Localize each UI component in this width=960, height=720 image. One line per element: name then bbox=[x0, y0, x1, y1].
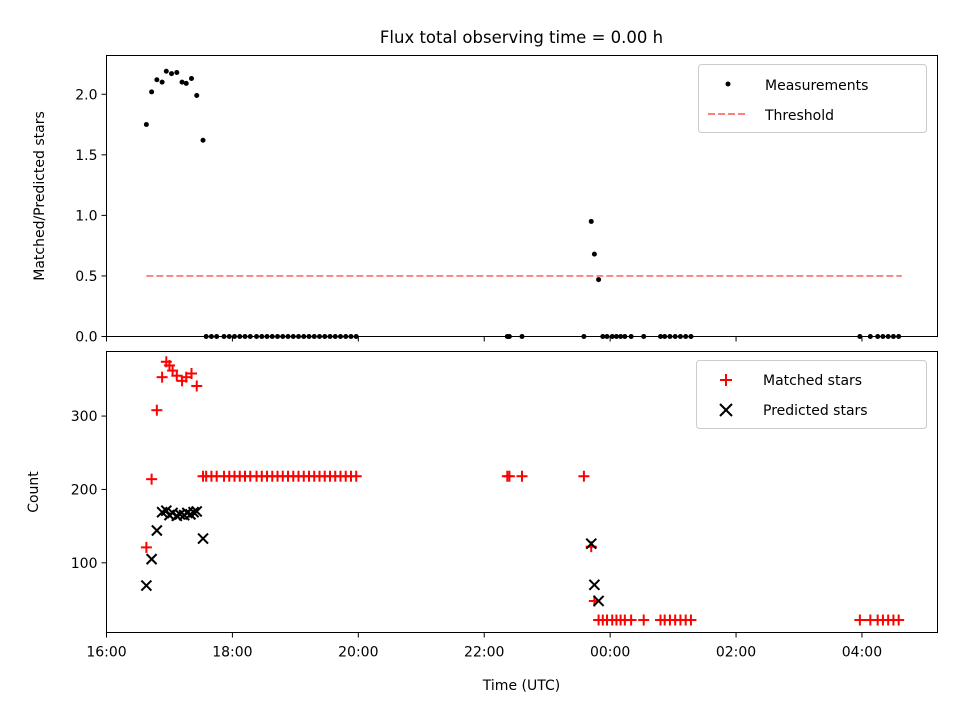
measurement-point bbox=[163, 68, 169, 74]
legend-measurements-marker bbox=[725, 81, 731, 87]
matched-star-point bbox=[140, 541, 152, 553]
predicted-star-point bbox=[151, 524, 163, 537]
predicted-star-point bbox=[140, 579, 153, 592]
top-y-tick-label: 0.0 bbox=[75, 330, 97, 346]
matched-star-point bbox=[151, 404, 163, 416]
top-legend-box bbox=[698, 64, 927, 133]
measurement-point bbox=[174, 69, 180, 75]
top-plot-frame bbox=[106, 55, 938, 337]
top-y-axis-label: Matched/Predicted stars bbox=[32, 111, 48, 281]
bottom-y-ticks: 100 200 300 bbox=[71, 409, 107, 572]
matched-star-point bbox=[171, 370, 183, 382]
matched-star-point bbox=[893, 614, 905, 626]
predicted-star-point bbox=[187, 506, 200, 518]
bottom-x-ticks: 16:00 18:00 20:00 22:00 00:00 02:00 04:00 bbox=[86, 632, 882, 661]
bottom-x-tick-label: 18:00 bbox=[212, 645, 252, 661]
predicted-star-point bbox=[588, 579, 601, 591]
matched-star-point bbox=[503, 470, 515, 482]
matched-star-point bbox=[578, 470, 590, 482]
bottom-y-tick-label: 100 bbox=[71, 556, 98, 572]
measurement-point bbox=[154, 77, 160, 83]
predicted-star-point bbox=[191, 505, 203, 518]
matched-star-point bbox=[625, 614, 637, 626]
legend-matched-label: Matched stars bbox=[763, 373, 862, 389]
measurement-point bbox=[596, 277, 602, 283]
matched-star-point bbox=[516, 470, 528, 482]
bottom-series bbox=[140, 356, 905, 626]
matched-star-point bbox=[191, 380, 203, 392]
legend-threshold-label: Threshold bbox=[764, 108, 834, 124]
bottom-x-tick-label: 04:00 bbox=[842, 645, 882, 661]
legend-predicted-label: Predicted stars bbox=[763, 403, 868, 419]
measurement-point bbox=[183, 80, 189, 86]
bottom-x-tick-label: 16:00 bbox=[86, 645, 126, 661]
bottom-panel: Count Time (UTC) 100 200 300 16:00 18:00 20:… bbox=[26, 351, 938, 694]
bottom-x-tick-label: 22:00 bbox=[464, 645, 504, 661]
measurement-point bbox=[194, 92, 200, 98]
top-y-tick-label: 2.0 bbox=[75, 87, 97, 103]
bottom-x-tick-label: 02:00 bbox=[716, 645, 756, 661]
bottom-x-axis-label: Time (UTC) bbox=[482, 678, 560, 694]
matched-star-point bbox=[854, 614, 866, 626]
matched-star-point bbox=[156, 371, 168, 383]
matched-star-point bbox=[185, 368, 197, 380]
measurement-point bbox=[143, 122, 149, 128]
top-y-tick-label: 1.5 bbox=[75, 148, 97, 164]
top-y-tick-label: 1.0 bbox=[75, 208, 97, 224]
top-chart-title: Flux total observing time = 0.00 h bbox=[380, 28, 663, 47]
measurement-point bbox=[159, 79, 165, 85]
measurement-point bbox=[179, 79, 185, 85]
measurement-point bbox=[588, 218, 594, 224]
matched-star-point bbox=[350, 470, 362, 482]
measurement-point bbox=[169, 71, 175, 77]
bottom-x-tick-label: 20:00 bbox=[338, 645, 378, 661]
bottom-legend: Matched stars Predicted stars bbox=[696, 360, 927, 429]
predicted-star-point bbox=[585, 538, 597, 550]
measurement-point bbox=[188, 76, 194, 82]
top-y-ticks: 0.0 0.5 1.0 1.5 2.0 bbox=[75, 87, 107, 346]
measurement-point bbox=[149, 89, 155, 95]
bottom-y-tick-label: 200 bbox=[71, 482, 98, 498]
predicted-star-point bbox=[145, 553, 158, 565]
bottom-plot-frame bbox=[106, 351, 938, 633]
top-panel: Flux total observing time = 0.00 h Match… bbox=[32, 28, 938, 346]
bottom-y-tick-label: 300 bbox=[71, 409, 98, 425]
measurement-point bbox=[200, 137, 206, 143]
top-series bbox=[143, 68, 902, 339]
matched-star-point bbox=[146, 473, 158, 485]
bottom-y-axis-label: Count bbox=[26, 471, 42, 513]
legend-measurements-label: Measurements bbox=[765, 78, 868, 94]
legend-predicted-marker bbox=[719, 403, 733, 417]
matched-star-point bbox=[685, 614, 697, 626]
measurement-point bbox=[591, 251, 597, 257]
matched-star-point bbox=[638, 614, 650, 626]
predicted-star-point bbox=[592, 595, 605, 607]
bottom-legend-box bbox=[696, 360, 927, 429]
predicted-star-point bbox=[197, 532, 209, 545]
top-legend: Measurements Threshold bbox=[698, 64, 927, 133]
legend-matched-marker bbox=[720, 374, 732, 386]
bottom-x-tick-label: 00:00 bbox=[590, 645, 630, 661]
top-y-tick-label: 0.5 bbox=[75, 269, 97, 285]
